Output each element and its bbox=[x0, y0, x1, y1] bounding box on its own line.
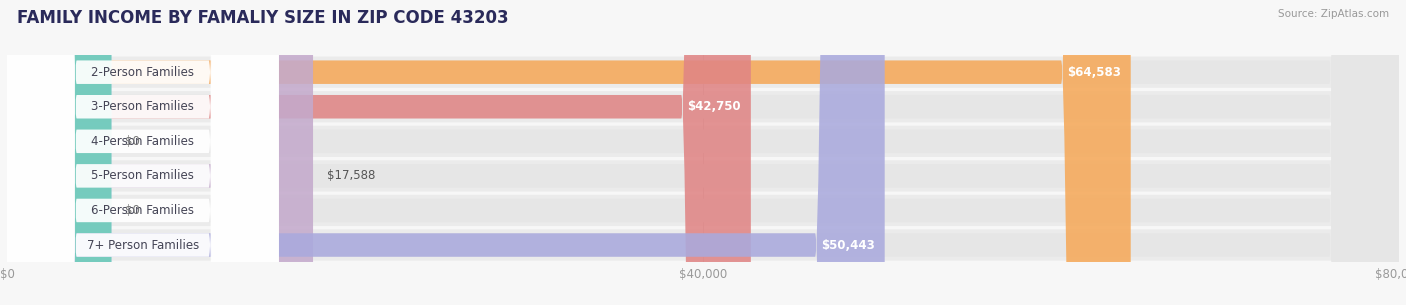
Text: FAMILY INCOME BY FAMALIY SIZE IN ZIP CODE 43203: FAMILY INCOME BY FAMALIY SIZE IN ZIP COD… bbox=[17, 9, 509, 27]
Text: 4-Person Families: 4-Person Families bbox=[91, 135, 194, 148]
FancyBboxPatch shape bbox=[7, 0, 278, 305]
FancyBboxPatch shape bbox=[7, 0, 1399, 305]
FancyBboxPatch shape bbox=[7, 0, 278, 305]
Text: 5-Person Families: 5-Person Families bbox=[91, 169, 194, 182]
FancyBboxPatch shape bbox=[7, 0, 1130, 305]
Text: Source: ZipAtlas.com: Source: ZipAtlas.com bbox=[1278, 9, 1389, 19]
FancyBboxPatch shape bbox=[7, 0, 314, 305]
FancyBboxPatch shape bbox=[7, 0, 278, 305]
Text: $0: $0 bbox=[125, 204, 141, 217]
FancyBboxPatch shape bbox=[7, 0, 1399, 305]
Text: $42,750: $42,750 bbox=[688, 100, 741, 113]
FancyBboxPatch shape bbox=[7, 0, 111, 305]
FancyBboxPatch shape bbox=[7, 0, 1399, 305]
FancyBboxPatch shape bbox=[7, 0, 884, 305]
FancyBboxPatch shape bbox=[7, 0, 751, 305]
Text: 2-Person Families: 2-Person Families bbox=[91, 66, 194, 79]
FancyBboxPatch shape bbox=[7, 0, 1399, 305]
FancyBboxPatch shape bbox=[7, 0, 1399, 305]
FancyBboxPatch shape bbox=[7, 0, 1399, 305]
FancyBboxPatch shape bbox=[7, 0, 1399, 305]
FancyBboxPatch shape bbox=[7, 0, 278, 305]
FancyBboxPatch shape bbox=[7, 0, 1399, 305]
Text: $17,588: $17,588 bbox=[328, 169, 375, 182]
FancyBboxPatch shape bbox=[7, 0, 278, 305]
FancyBboxPatch shape bbox=[7, 0, 1399, 305]
FancyBboxPatch shape bbox=[7, 0, 1399, 305]
Text: $0: $0 bbox=[125, 135, 141, 148]
FancyBboxPatch shape bbox=[7, 0, 1399, 305]
Text: 3-Person Families: 3-Person Families bbox=[91, 100, 194, 113]
Text: $64,583: $64,583 bbox=[1067, 66, 1121, 79]
FancyBboxPatch shape bbox=[7, 0, 278, 305]
Text: $50,443: $50,443 bbox=[821, 239, 875, 252]
Text: 6-Person Families: 6-Person Families bbox=[91, 204, 194, 217]
FancyBboxPatch shape bbox=[7, 0, 1399, 305]
Text: 7+ Person Families: 7+ Person Families bbox=[87, 239, 198, 252]
FancyBboxPatch shape bbox=[7, 0, 111, 305]
